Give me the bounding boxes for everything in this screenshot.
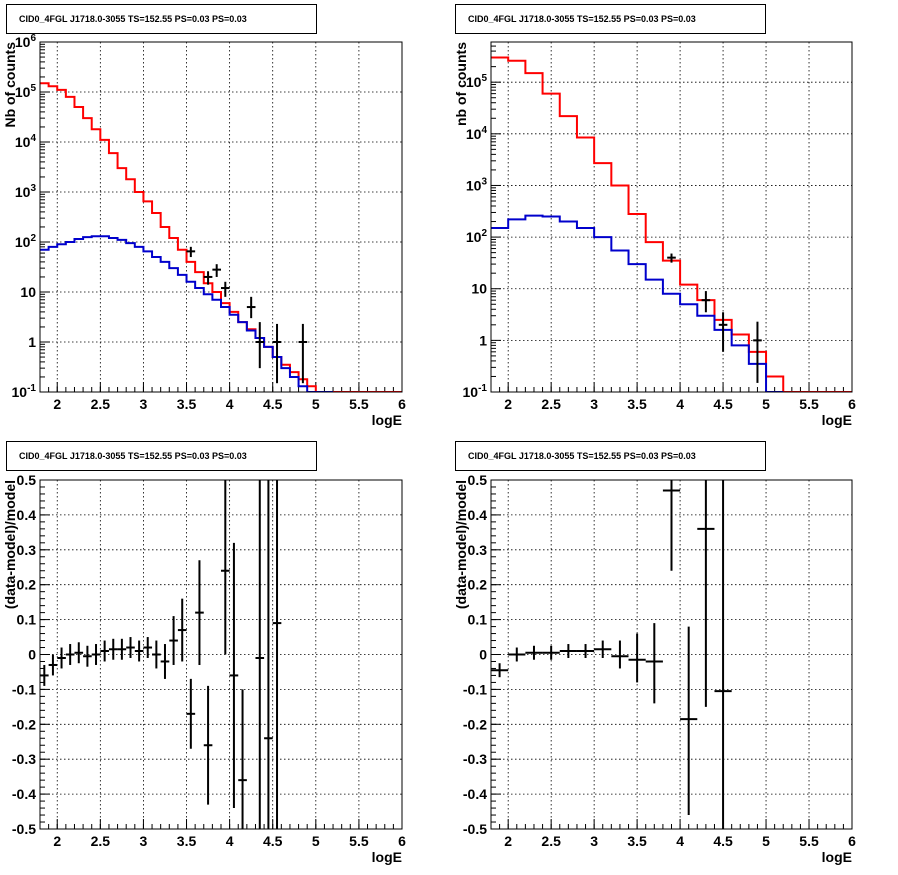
x-tick-label: 6 <box>398 833 406 849</box>
chart-panel-top-left: 2 2.5 3 3.5 4 4.5 5 5.5 6 10-1 1 10 102 103 104 105 106 l… <box>2 33 406 428</box>
y-tick-label: 0.1 <box>17 612 37 628</box>
y-tick-label: 0.1 <box>468 612 488 628</box>
series-step-line <box>491 56 852 392</box>
x-tick-label: 2 <box>504 833 512 849</box>
x-tick-label: 4 <box>226 396 234 412</box>
x-tick-label: 2.5 <box>541 833 561 849</box>
pad-title-bottom-left: CID0_4FGL J1718.0-3055 TS=152.55 PS=0.03… <box>6 441 317 471</box>
plot-frame <box>39 479 403 830</box>
x-tick-label: 6 <box>848 833 856 849</box>
y-tick-label: -0.3 <box>12 751 36 767</box>
x-tick-label: 2 <box>504 396 512 412</box>
y-tick-label: 1 <box>28 334 36 350</box>
y-tick-label: -0.5 <box>463 821 487 837</box>
chart-panel-bottom-right: 2 2.5 3 3.5 4 4.5 5 5.5 6 -0.5 -0.4 -0.3 -0.2 -0.1 0 0.… <box>453 472 856 865</box>
plot-frame <box>490 479 853 830</box>
x-tick-label: 3 <box>140 833 148 849</box>
x-tick-label: 2.5 <box>91 833 111 849</box>
x-axis-title: logE <box>822 849 852 865</box>
x-tick-label: 5.5 <box>349 833 369 849</box>
y-tick-label: 104 <box>15 133 37 150</box>
y-axis-title: Nb of counts <box>2 42 18 128</box>
y-tick-label: -0.1 <box>463 681 487 697</box>
x-tick-label: 2 <box>53 833 61 849</box>
y-tick-label: 0.2 <box>468 577 488 593</box>
y-tick-label: 102 <box>15 233 37 250</box>
x-axis-title: logE <box>372 849 402 865</box>
pad-title-top-left: CID0_4FGL J1718.0-3055 TS=152.55 PS=0.03… <box>6 4 317 34</box>
x-tick-label: 3.5 <box>627 396 647 412</box>
x-tick-label: 2.5 <box>91 396 111 412</box>
x-tick-label: 5.5 <box>799 396 819 412</box>
chart-panel-top-right: 2 2.5 3 3.5 4 4.5 5 5.5 6 10-1 1 10 102 103 104 105 logE… <box>453 41 856 428</box>
y-tick-label: -0.2 <box>463 716 487 732</box>
y-tick-label: 102 <box>466 228 488 245</box>
x-tick-label: 6 <box>398 396 406 412</box>
y-tick-label: 106 <box>15 33 37 50</box>
x-tick-label: 3 <box>590 396 598 412</box>
y-tick-label: 0.4 <box>17 507 37 523</box>
y-axis-title: nb of counts <box>453 42 469 126</box>
x-tick-label: 3.5 <box>627 833 647 849</box>
y-tick-label: 10 <box>471 281 487 297</box>
series-step-line <box>40 235 334 392</box>
x-tick-label: 5.5 <box>799 833 819 849</box>
y-tick-label: 0.5 <box>468 472 488 488</box>
y-tick-label: 105 <box>15 83 37 100</box>
y-axis-title: (data-model)/model <box>453 480 469 609</box>
y-tick-label: -0.1 <box>12 681 36 697</box>
y-tick-label: 0.3 <box>468 542 488 558</box>
x-tick-label: 2 <box>53 396 61 412</box>
y-tick-label: 1 <box>479 332 487 348</box>
x-axis-title: logE <box>822 412 852 428</box>
y-tick-label: 0.2 <box>17 577 37 593</box>
plot-frame <box>39 41 403 393</box>
x-tick-label: 3.5 <box>177 833 197 849</box>
x-tick-label: 4.5 <box>713 833 733 849</box>
y-tick-label: -0.5 <box>12 821 36 837</box>
y-tick-label: 10-1 <box>12 383 37 400</box>
series-step-line <box>40 82 402 392</box>
y-tick-label: 0 <box>28 647 36 663</box>
x-tick-label: 5 <box>762 833 770 849</box>
x-tick-label: 5 <box>762 396 770 412</box>
x-tick-label: 4.5 <box>263 833 283 849</box>
x-tick-label: 3 <box>140 396 148 412</box>
x-axis-title: logE <box>372 412 402 428</box>
x-tick-label: 4 <box>676 833 684 849</box>
x-tick-label: 5 <box>312 396 320 412</box>
x-tick-label: 4 <box>676 396 684 412</box>
y-tick-label: -0.3 <box>463 751 487 767</box>
chart-panel-bottom-left: 2 2.5 3 3.5 4 4.5 5 5.5 6 -0.5 -0.4 -0.3 -0.2 -0.1 0 0.… <box>2 472 406 865</box>
x-tick-label: 6 <box>848 396 856 412</box>
x-tick-label: 3 <box>590 833 598 849</box>
y-tick-label: 10 <box>20 284 36 300</box>
y-tick-label: 104 <box>466 125 488 142</box>
plot-frame <box>490 41 853 393</box>
series-step-line <box>491 214 784 392</box>
y-tick-label: 103 <box>466 176 488 193</box>
x-tick-label: 4 <box>226 833 234 849</box>
pad-title-bottom-right: CID0_4FGL J1718.0-3055 TS=152.55 PS=0.03… <box>455 441 766 471</box>
x-tick-label: 5.5 <box>349 396 369 412</box>
y-tick-label: -0.4 <box>463 786 487 802</box>
y-axis-title: (data-model)/model <box>2 480 18 609</box>
x-tick-label: 2.5 <box>541 396 561 412</box>
y-tick-label: 103 <box>15 183 37 200</box>
y-tick-label: 105 <box>466 73 488 90</box>
y-tick-label: 0 <box>479 647 487 663</box>
y-tick-label: 0.4 <box>468 507 488 523</box>
y-tick-label: 0.5 <box>17 472 37 488</box>
y-tick-label: -0.4 <box>12 786 36 802</box>
y-tick-label: -0.2 <box>12 716 36 732</box>
y-tick-label: 10-1 <box>463 383 488 400</box>
x-tick-label: 4.5 <box>263 396 283 412</box>
x-tick-label: 4.5 <box>713 396 733 412</box>
pad-title-top-right: CID0_4FGL J1718.0-3055 TS=152.55 PS=0.03… <box>455 4 766 34</box>
y-tick-label: 0.3 <box>17 542 37 558</box>
x-tick-label: 3.5 <box>177 396 197 412</box>
x-tick-label: 5 <box>312 833 320 849</box>
